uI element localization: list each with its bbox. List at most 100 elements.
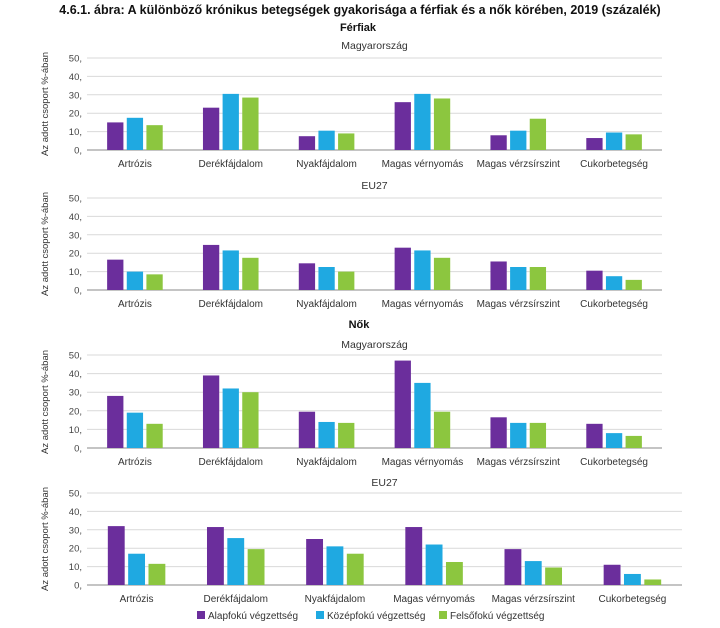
bar-alapfoku <box>586 270 603 290</box>
bar-felsofoku <box>338 422 355 448</box>
bar-alapfoku <box>306 539 324 585</box>
y-tick-label: 50, <box>69 194 82 205</box>
bar-alapfoku <box>586 423 603 448</box>
bar-kozepfoku <box>326 546 344 585</box>
bar-felsofoku <box>433 98 451 150</box>
y-axis-label: Az adott csoport %-ában <box>40 192 51 296</box>
bar-alapfoku <box>202 107 220 150</box>
bar-felsofoku <box>146 274 163 290</box>
y-tick-label: 20, <box>69 249 82 260</box>
category-label: Nyakfájdalom <box>296 457 357 468</box>
category-label: Magas vérnyomás <box>393 594 475 605</box>
bar-felsofoku <box>247 549 265 585</box>
bar-alapfoku <box>298 136 316 150</box>
bar-felsofoku <box>242 257 259 290</box>
bar-alapfoku <box>107 395 124 448</box>
bar-felsofoku <box>445 562 463 585</box>
category-label: Derékfájdalom <box>199 457 263 468</box>
bar-felsofoku <box>644 579 662 585</box>
bar-kozepfoku <box>222 93 239 150</box>
category-label: Magas vérnyomás <box>382 299 464 310</box>
bar-kozepfoku <box>128 553 146 585</box>
y-tick-label: 10, <box>69 127 82 138</box>
bar-felsofoku <box>242 392 259 448</box>
bar-alapfoku <box>394 102 411 150</box>
bar-felsofoku <box>146 423 163 448</box>
y-tick-label: 0, <box>74 286 82 297</box>
bar-kozepfoku <box>524 561 542 585</box>
bar-alapfoku <box>394 360 411 448</box>
bar-alapfoku <box>298 263 316 290</box>
bar-felsofoku <box>146 125 163 150</box>
category-label: Magas vérzsírszint <box>477 457 561 468</box>
bar-felsofoku <box>346 553 364 585</box>
y-tick-label: 50, <box>69 54 82 65</box>
bar-alapfoku <box>394 247 411 290</box>
bar-kozepfoku <box>605 132 623 150</box>
bar-felsofoku <box>338 271 355 290</box>
bar-alapfoku <box>202 244 220 290</box>
y-tick-label: 0, <box>74 444 82 455</box>
panel-4: EU27 0, 10, 20, 30, 40, 50, Az adott csoport %-… <box>40 477 682 605</box>
category-label: Cukorbetegség <box>580 457 648 468</box>
y-tick-label: 10, <box>69 562 82 573</box>
bar-kozepfoku <box>126 412 144 448</box>
category-label: Magas vérnyomás <box>382 457 464 468</box>
y-tick-label: 30, <box>69 230 82 241</box>
category-label: Artrózis <box>118 457 152 468</box>
bar-kozepfoku <box>227 538 245 585</box>
y-tick-label: 20, <box>69 544 82 555</box>
bar-felsofoku <box>625 435 642 448</box>
bar-felsofoku <box>148 563 166 585</box>
bar-alapfoku <box>405 527 423 585</box>
bar-kozepfoku <box>222 250 239 290</box>
bar-kozepfoku <box>318 130 335 150</box>
bar-kozepfoku <box>510 422 527 448</box>
category-label: Magas vérnyomás <box>382 159 464 170</box>
panel-subtitle: EU27 <box>361 180 387 192</box>
bar-alapfoku <box>107 526 125 585</box>
panel-subtitle: Magyarország <box>341 40 408 52</box>
y-tick-label: 10, <box>69 267 82 278</box>
category-label: Nyakfájdalom <box>296 299 357 310</box>
legend-swatch <box>316 611 324 619</box>
bar-alapfoku <box>490 135 507 150</box>
y-tick-label: 50, <box>69 489 82 500</box>
y-tick-label: 40, <box>69 212 82 223</box>
category-label: Artrózis <box>120 594 154 605</box>
bar-kozepfoku <box>510 267 527 290</box>
y-tick-label: 0, <box>74 146 82 157</box>
bar-kozepfoku <box>126 117 144 150</box>
y-tick-label: 0, <box>74 581 82 592</box>
bar-kozepfoku <box>222 388 239 448</box>
bar-alapfoku <box>490 261 507 290</box>
bar-felsofoku <box>529 267 547 290</box>
panel-3: Magyarország 0, 10, 20, 30, 40, 50, Az adott cs… <box>40 339 662 468</box>
bar-felsofoku <box>545 567 563 585</box>
bar-kozepfoku <box>605 433 623 448</box>
bar-alapfoku <box>202 375 220 448</box>
legend-swatch <box>439 611 447 619</box>
bar-felsofoku <box>625 134 642 150</box>
category-label: Cukorbetegség <box>599 594 667 605</box>
bar-alapfoku <box>206 527 224 585</box>
y-axis-label: Az adott csoport %-ában <box>40 52 51 156</box>
y-tick-label: 30, <box>69 388 82 399</box>
bar-kozepfoku <box>414 93 431 150</box>
y-axis-label: Az adott csoport %-ában <box>40 487 51 591</box>
bar-kozepfoku <box>605 276 623 290</box>
bar-alapfoku <box>586 138 603 150</box>
y-tick-label: 50, <box>69 351 82 362</box>
category-label: Magas vérzsírszint <box>477 159 561 170</box>
legend-label: Felsőfokú végzettség <box>450 611 545 622</box>
bar-kozepfoku <box>623 573 641 585</box>
panel-subtitle: EU27 <box>371 477 397 489</box>
category-label: Magas vérzsírszint <box>477 299 561 310</box>
bar-alapfoku <box>107 122 124 150</box>
y-tick-label: 40, <box>69 72 82 83</box>
category-label: Artrózis <box>118 299 152 310</box>
category-label: Cukorbetegség <box>580 299 648 310</box>
y-tick-label: 30, <box>69 90 82 101</box>
panel-subtitle: Magyarország <box>341 339 408 351</box>
category-label: Derékfájdalom <box>199 159 263 170</box>
